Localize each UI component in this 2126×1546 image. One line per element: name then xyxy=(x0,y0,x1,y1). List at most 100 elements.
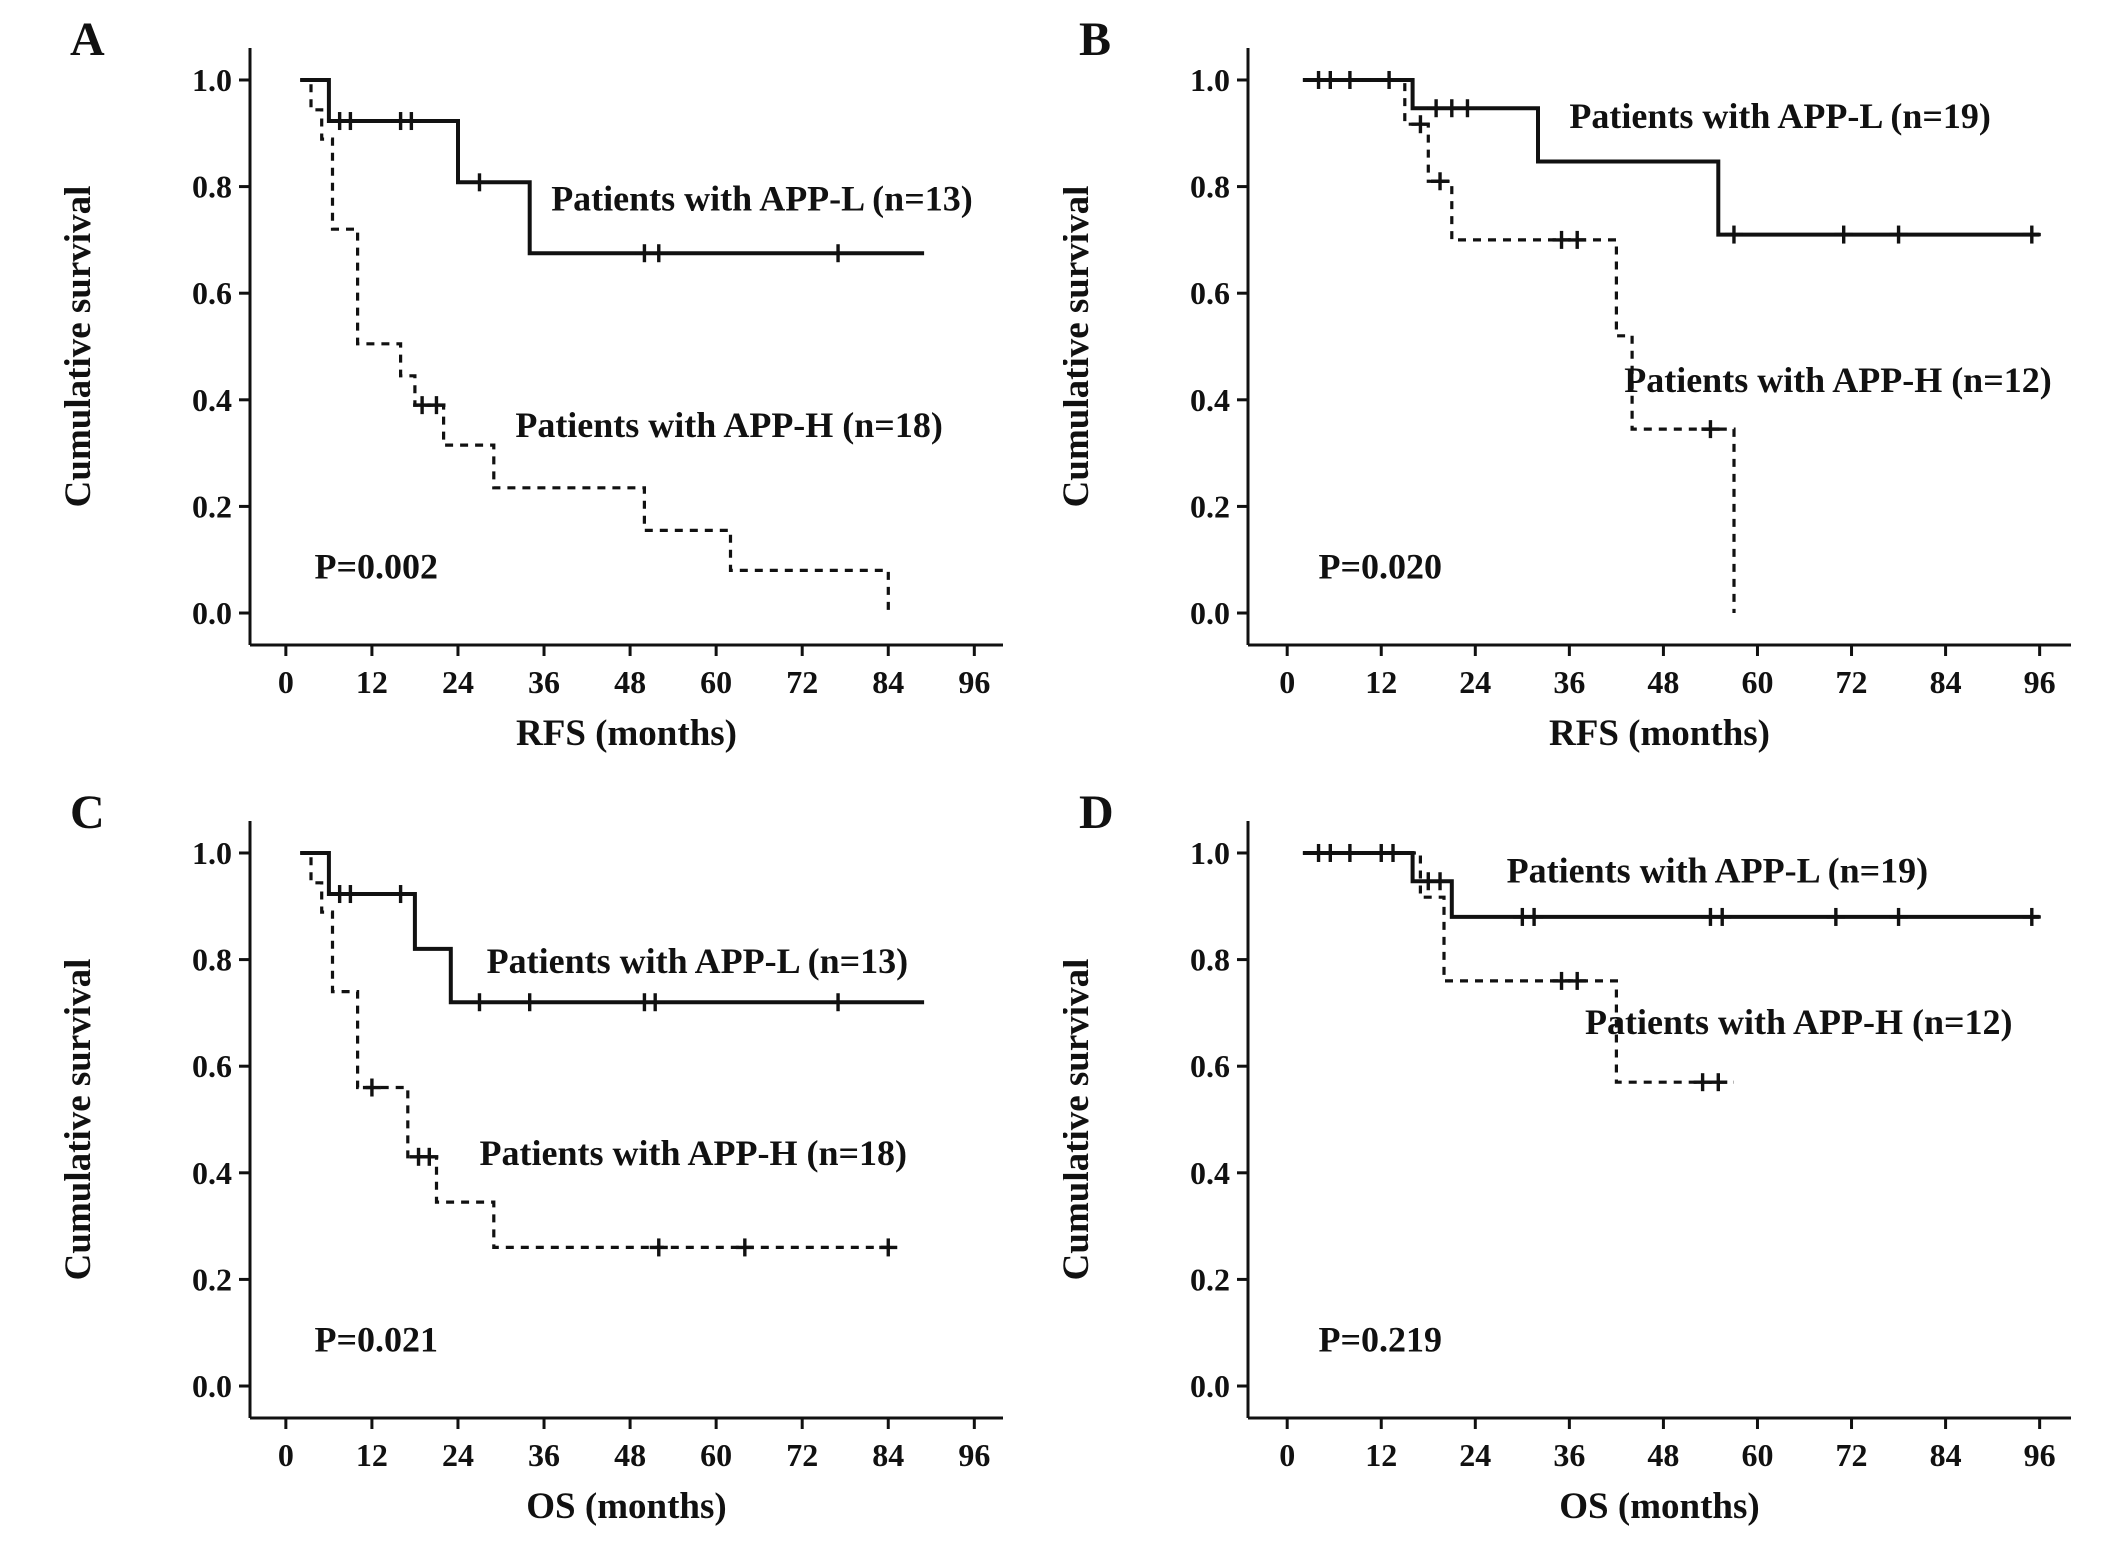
censor-mark xyxy=(470,993,489,1012)
censor-mark xyxy=(1693,1073,1712,1092)
y-axis-label: Cumulative survival xyxy=(58,186,99,508)
survival-curve-app-l xyxy=(300,851,925,1005)
panel-d: D 0 12 24 36 48 60 72 84 96 0.0 0.2 0.4 0.6 0.8 1.0 OS … xyxy=(1063,773,2126,1546)
y-tick-label: 0.0 xyxy=(192,595,232,631)
x-tick-label: 0 xyxy=(1279,664,1295,700)
x-tick-label: 0 xyxy=(278,1437,294,1473)
x-tick-label: 24 xyxy=(442,1437,474,1473)
x-tick-label: 0 xyxy=(1279,1437,1295,1473)
y-tick-label: 0.4 xyxy=(192,1155,232,1191)
censor-mark xyxy=(1724,225,1743,244)
x-tick-label: 48 xyxy=(614,664,646,700)
y-tick-label: 0.8 xyxy=(192,169,232,205)
p-value-label: P=0.002 xyxy=(315,546,439,586)
censor-mark xyxy=(362,1078,381,1097)
x-tick-label: 36 xyxy=(528,664,560,700)
y-tick-label: 0.8 xyxy=(192,942,232,978)
censor-mark xyxy=(879,1238,898,1257)
censor-mark xyxy=(1458,99,1477,118)
panel-letter-c: C xyxy=(70,786,105,839)
x-tick-label: 24 xyxy=(1459,664,1491,700)
x-tick-label: 24 xyxy=(1459,1437,1491,1473)
censor-mark xyxy=(470,173,489,192)
y-tick-label: 0.2 xyxy=(192,488,232,524)
x-tick-label: 36 xyxy=(528,1437,560,1473)
panel-letter-a: A xyxy=(70,13,105,66)
censor-mark xyxy=(1431,872,1450,891)
survival-curve-app-l xyxy=(1302,78,2040,237)
y-tick-label: 0.6 xyxy=(192,275,232,311)
censor-mark xyxy=(646,993,665,1012)
y-tick-label: 0.8 xyxy=(1190,169,1230,205)
panel-c-plot: 0 12 24 36 48 60 72 84 96 0.0 0.2 0.4 0.6 0.8 1.0 OS (m… xyxy=(0,773,1063,1546)
panel-letter-d: D xyxy=(1079,786,1114,839)
x-tick-label: 84 xyxy=(872,1437,904,1473)
censor-mark xyxy=(1713,907,1732,926)
censor-mark xyxy=(735,1238,754,1257)
x-tick-label: 72 xyxy=(1836,1437,1868,1473)
y-tick-label: 0.4 xyxy=(1190,382,1230,418)
survival-curve-app-h xyxy=(300,78,890,613)
y-tick-label: 0.2 xyxy=(1190,1261,1230,1297)
series-label-app-h: Patients with APP-H (n=18) xyxy=(479,1133,906,1173)
x-tick-label: 0 xyxy=(278,664,294,700)
censor-mark xyxy=(2022,907,2041,926)
censor-mark xyxy=(649,1238,668,1257)
censor-mark xyxy=(1568,230,1587,249)
censor-mark xyxy=(2022,225,2041,244)
y-tick-label: 0.6 xyxy=(1190,1048,1230,1084)
censor-mark xyxy=(1889,225,1908,244)
x-tick-label: 12 xyxy=(356,664,388,700)
series-label-app-h: Patients with APP-H (n=18) xyxy=(515,405,942,445)
panel-a-plot: 0 12 24 36 48 60 72 84 96 0.0 0.2 0.4 0.6 0.8 1.0 RFS (… xyxy=(0,0,1063,773)
panel-b: B 0 12 24 36 48 60 72 84 96 0.0 0.2 0.4 0.6 0.8 1.0 RFS… xyxy=(1063,0,2126,773)
km-plot-svg: 0 12 24 36 48 60 72 84 96 0.0 0.2 0.4 0.6 0.8 1.0 RFS (… xyxy=(58,48,1003,754)
y-tick-label: 1.0 xyxy=(1190,835,1230,871)
y-tick-label: 0.0 xyxy=(192,1368,232,1404)
survival-curve-app-h xyxy=(300,851,896,1249)
p-value-label: P=0.020 xyxy=(1319,546,1443,586)
survival-curve-app-l xyxy=(300,78,925,256)
censor-mark xyxy=(829,244,848,263)
x-tick-label: 12 xyxy=(1365,1437,1397,1473)
censor-mark xyxy=(341,885,360,904)
x-tick-label: 60 xyxy=(700,1437,732,1473)
y-tick-label: 0.0 xyxy=(1190,595,1230,631)
censor-mark xyxy=(341,112,360,131)
series-label-app-h: Patients with APP-H (n=12) xyxy=(1624,360,2051,400)
series-label-app-l: Patients with APP-L (n=19) xyxy=(1569,96,1991,136)
series-label-app-l: Patients with APP-L (n=19) xyxy=(1507,850,1929,890)
x-tick-label: 84 xyxy=(1930,1437,1962,1473)
x-axis-label: RFS (months) xyxy=(516,713,737,754)
x-tick-label: 96 xyxy=(958,664,990,700)
x-tick-label: 24 xyxy=(442,664,474,700)
x-tick-label: 60 xyxy=(1741,664,1773,700)
censor-mark xyxy=(1834,225,1853,244)
x-tick-label: 36 xyxy=(1553,1437,1585,1473)
y-tick-label: 0.4 xyxy=(1190,1155,1230,1191)
x-axis-label: RFS (months) xyxy=(1549,713,1770,754)
censor-mark xyxy=(1826,907,1845,926)
y-axis-label: Cumulative survival xyxy=(1063,186,1097,508)
censor-mark xyxy=(427,396,446,415)
censor-mark xyxy=(829,993,848,1012)
censor-mark xyxy=(1411,115,1430,134)
censor-mark xyxy=(520,993,539,1012)
censor-mark xyxy=(420,1147,439,1166)
x-tick-label: 72 xyxy=(786,1437,818,1473)
y-axis-label: Cumulative survival xyxy=(1063,959,1097,1281)
censor-mark xyxy=(1568,971,1587,990)
km-plot-svg: 0 12 24 36 48 60 72 84 96 0.0 0.2 0.4 0.6 0.8 1.0 OS (m… xyxy=(1063,821,2071,1527)
survival-curve-app-h xyxy=(1302,851,1734,1084)
series-label-app-h: Patients with APP-H (n=12) xyxy=(1585,1002,2012,1042)
censor-mark xyxy=(1889,907,1908,926)
panel-a: A 0 12 24 36 48 60 72 84 96 0.0 0.2 0.4 0.6 0.8 1.0 RFS… xyxy=(0,0,1063,773)
y-tick-label: 0.8 xyxy=(1190,942,1230,978)
censor-mark xyxy=(1442,99,1461,118)
y-tick-label: 0.4 xyxy=(192,382,232,418)
censor-mark xyxy=(1427,99,1446,118)
x-tick-label: 36 xyxy=(1553,664,1585,700)
y-tick-label: 0.0 xyxy=(1190,1368,1230,1404)
km-plot-svg: 0 12 24 36 48 60 72 84 96 0.0 0.2 0.4 0.6 0.8 1.0 OS (m… xyxy=(58,821,1003,1527)
